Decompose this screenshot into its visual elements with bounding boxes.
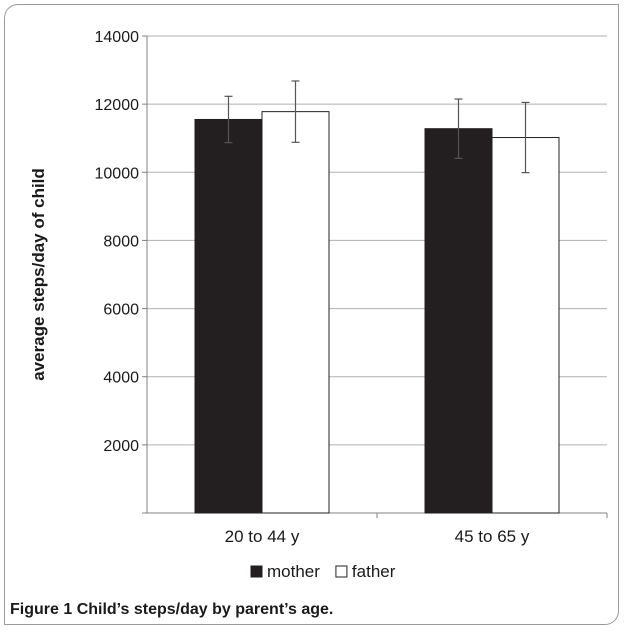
y-tick-label: 6000 xyxy=(103,302,139,319)
y-tick-label: 12000 xyxy=(95,97,140,114)
y-tick-label: 4000 xyxy=(103,370,139,387)
legend-swatch-father xyxy=(335,565,348,578)
x-tick-label: 20 to 44 y xyxy=(225,527,300,546)
legend-label-father: father xyxy=(352,562,396,581)
bar-mother xyxy=(194,118,263,514)
y-tick-label: 10000 xyxy=(95,165,140,182)
x-tick-labels: 20 to 44 y 45 to 65 y xyxy=(225,527,530,546)
legend: mother father xyxy=(250,562,396,581)
legend-label-mother: mother xyxy=(267,562,320,581)
x-tick-label: 45 to 65 y xyxy=(455,527,530,546)
y-tick-labels: 2000 4000 6000 8000 10000 12000 14000 xyxy=(95,29,140,455)
bar-father xyxy=(261,111,330,514)
bars xyxy=(194,111,560,514)
bar-father xyxy=(491,137,560,514)
y-tick-label: 2000 xyxy=(103,438,139,455)
error-bars xyxy=(224,80,530,174)
figure-caption-label: Figure 1 xyxy=(10,601,73,618)
legend-swatch-mother xyxy=(250,565,263,578)
bar-mother xyxy=(424,128,493,514)
bar-chart: 2000 4000 6000 8000 10000 12000 14000 20 to 44… xyxy=(29,29,608,581)
y-tick-label: 8000 xyxy=(103,233,139,250)
y-axis-label: average steps/day of child xyxy=(29,168,48,381)
y-tick-label: 14000 xyxy=(95,29,140,46)
figure-caption: Figure 1 Child’s steps/day by parent’s a… xyxy=(10,601,333,619)
figure-caption-text: Child’s steps/day by parent’s age. xyxy=(76,601,334,618)
